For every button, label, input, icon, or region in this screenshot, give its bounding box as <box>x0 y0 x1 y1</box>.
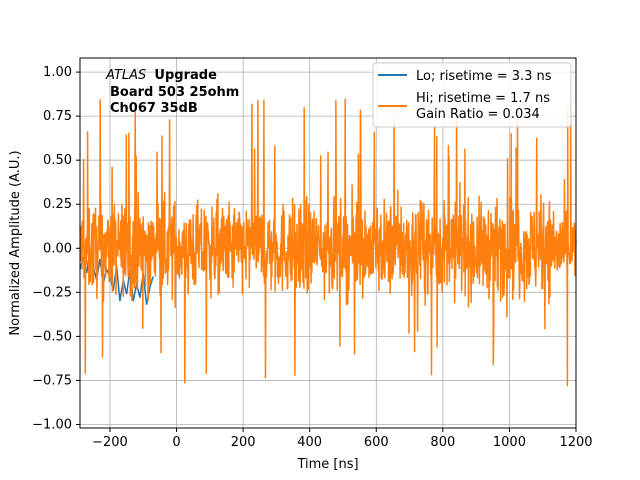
annotation-italic: ATLAS <box>105 68 146 83</box>
x-tick-label: 0 <box>172 435 180 450</box>
legend-label-lo: Lo; risetime = 3.3 ns <box>416 69 552 84</box>
annotation: ATLAS Upgrade Board 503 25ohm Ch067 35dB <box>105 68 239 116</box>
x-tick-label: 200 <box>231 435 256 450</box>
series-line-hi <box>79 98 577 387</box>
svg-text:ATLAS Upgrade: ATLAS Upgrade <box>105 68 217 83</box>
annotation-bold: Upgrade <box>154 68 217 83</box>
x-tick-label: 600 <box>364 435 389 450</box>
y-tick-label: −0.75 <box>32 373 72 388</box>
legend-label-hi-line2: Gain Ratio = 0.034 <box>416 107 540 122</box>
y-tick-label: 0.75 <box>43 109 72 124</box>
legend-label-hi-line1: Hi; risetime = 1.7 ns <box>416 91 550 106</box>
y-axis-ticks: −1.00 −0.75 −0.50 −0.25 0.00 0.25 0.50 0.75 1.00 <box>32 65 80 432</box>
annotation-line3: Ch067 35dB <box>110 101 198 116</box>
y-tick-label: 0.25 <box>43 197 72 212</box>
legend: Lo; risetime = 3.3 ns Hi; risetime = 1.7… <box>372 62 572 128</box>
x-tick-label: −200 <box>92 435 128 450</box>
y-tick-label: −0.50 <box>32 329 72 344</box>
plot-frame <box>79 57 577 429</box>
y-axis-label: Normalized Amplitude (A.U.) <box>8 150 23 335</box>
y-tick-label: −0.25 <box>32 285 72 300</box>
series-layer <box>79 98 577 387</box>
y-tick-label: 0.50 <box>43 153 72 168</box>
y-tick-label: 1.00 <box>43 65 72 80</box>
x-tick-label: 400 <box>297 435 322 450</box>
annotation-line2: Board 503 25ohm <box>110 85 239 100</box>
x-tick-label: 1000 <box>493 435 526 450</box>
x-tick-label: 1200 <box>559 435 592 450</box>
x-axis-label: Time [ns] <box>296 457 358 472</box>
legend-box <box>372 62 572 128</box>
x-tick-label: 800 <box>430 435 455 450</box>
x-axis-ticks: −200 0 200 400 600 800 1000 1200 <box>92 428 593 450</box>
legend-label-hi: Hi; risetime = 1.7 ns Gain Ratio = 0.034 <box>416 91 554 122</box>
y-tick-label: −1.00 <box>32 417 72 432</box>
y-tick-label: 0.00 <box>43 241 72 256</box>
